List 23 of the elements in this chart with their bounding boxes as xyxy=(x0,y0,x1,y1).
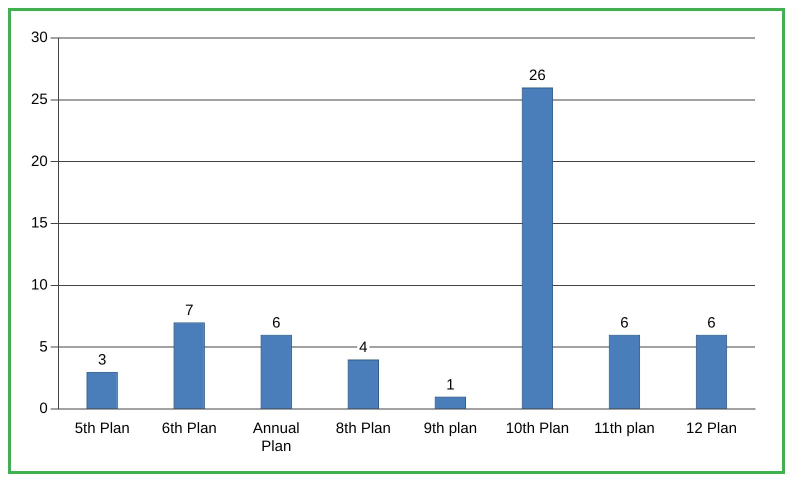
data-label: 3 xyxy=(98,352,106,369)
data-label: 6 xyxy=(707,314,716,332)
y-tick-label: 25 xyxy=(30,90,48,108)
data-label: 7 xyxy=(185,302,194,320)
data-label: 4 xyxy=(359,339,368,356)
y-tick-label: 15 xyxy=(30,214,48,232)
x-tick-label: 10th Plan xyxy=(506,420,570,438)
x-tick-label: 11th plan xyxy=(594,420,655,438)
x-tick-label: 9th plan xyxy=(424,420,478,438)
y-tick-label: 20 xyxy=(30,152,48,170)
y-tick-label: 0 xyxy=(39,400,48,418)
data-label: 6 xyxy=(272,314,280,332)
y-tick-label: 5 xyxy=(39,338,48,356)
data-label: 6 xyxy=(620,314,629,332)
x-tick-label: 8th Plan xyxy=(336,420,391,438)
x-tick-label: 6th Plan xyxy=(162,420,217,438)
data-label: 1 xyxy=(446,376,455,394)
data-label: 26 xyxy=(529,67,546,84)
x-tick-label: 12 Plan xyxy=(686,420,737,438)
y-tick-label: 10 xyxy=(30,276,48,294)
x-tick-label: 5th Plan xyxy=(74,420,130,438)
y-tick-label: 30 xyxy=(30,29,48,46)
x-tick-label: Annual Plan xyxy=(252,420,300,456)
